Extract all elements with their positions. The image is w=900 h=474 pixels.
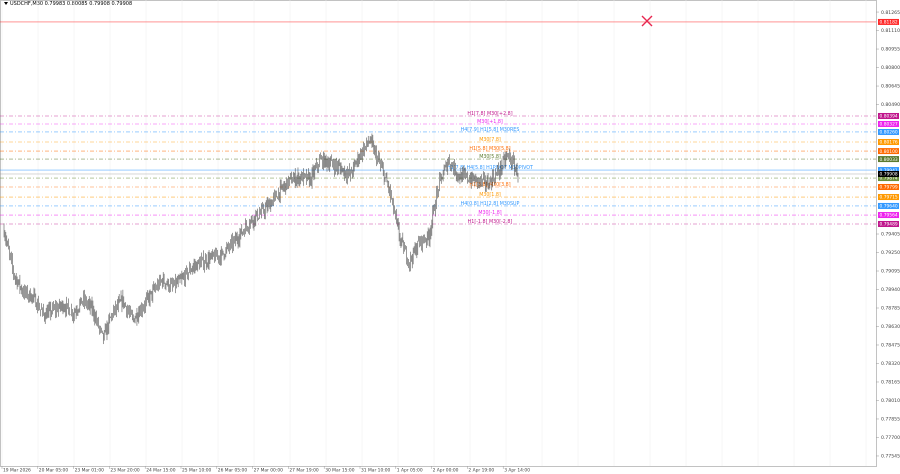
y-tick-label: 0.80955 <box>881 47 900 53</box>
price-tag-text: 0.80033 <box>880 157 898 163</box>
y-tick-label: 0.80490 <box>881 102 900 108</box>
y-tick-label: 0.79405 <box>881 232 900 238</box>
level-label: H1[7.8] M30[+2.8] <box>467 111 512 117</box>
price-tag <box>878 128 899 135</box>
y-tick-label: 0.81265 <box>881 10 900 16</box>
price-tag <box>878 183 899 190</box>
x-tick-label: 30 Mar 15:00 <box>325 468 355 474</box>
price-tag-text: 0.79640 <box>880 204 898 210</box>
x-tick-label: 24 Mar 15:00 <box>146 468 176 474</box>
x-tick-label: 2 Apr 19:00 <box>468 468 494 474</box>
y-tick-label: 0.80645 <box>881 84 900 90</box>
y-tick-label: 0.80800 <box>881 65 900 71</box>
current-price-text: 0.79908 <box>880 172 898 178</box>
price-tag-text: 0.81182 <box>880 20 898 26</box>
y-tick-label: 0.78165 <box>881 380 900 386</box>
price-tag-text: 0.79715 <box>880 195 898 201</box>
price-tag <box>878 18 899 25</box>
y-tick-label: 0.78630 <box>881 324 900 330</box>
level-label: M30[1.8] <box>479 192 501 198</box>
price-tag-text: 0.80327 <box>880 122 898 128</box>
dropdown-triangle-icon[interactable] <box>4 2 8 5</box>
level-label: H4[7.9] H1[5.8] M30RES <box>461 127 520 133</box>
y-tick-label: 0.81110 <box>881 28 900 34</box>
cross-icon[interactable] <box>641 15 653 27</box>
price-tag <box>878 112 899 119</box>
x-tick-label: 25 Mar 10:00 <box>182 468 212 474</box>
candles <box>3 133 519 345</box>
y-tick-label: 0.79250 <box>881 250 900 256</box>
price-tag <box>878 167 899 174</box>
price-tag <box>878 139 899 146</box>
x-tick-label: 3 Apr 14:00 <box>504 468 530 474</box>
y-tick-label: 0.77545 <box>881 454 900 460</box>
price-tag-text: 0.79489 <box>880 222 898 228</box>
price-tag <box>878 120 899 127</box>
y-tick-label: 0.78010 <box>881 398 900 404</box>
x-tick-label: 2 Apr 00:00 <box>433 468 459 474</box>
x-tick-label: 27 Mar 00:00 <box>254 468 284 474</box>
y-tick-label: 0.78320 <box>881 361 900 367</box>
y-tick-label: 0.77700 <box>881 435 900 441</box>
price-tag <box>878 194 899 201</box>
x-tick-label: 1 Apr 05:00 <box>397 468 423 474</box>
price-tag <box>878 175 899 182</box>
level-label: M30[5.8] <box>479 154 501 160</box>
y-tick-label: 0.78475 <box>881 343 900 349</box>
level-label: M30[7.8] <box>479 137 501 143</box>
y-tick-label: 0.78785 <box>881 306 900 312</box>
y-tick-label: 0.79095 <box>881 269 900 275</box>
level-label: M30[-1.8] <box>478 210 501 216</box>
level-label: H1[-1.8] M30[-2.8] <box>468 219 513 225</box>
price-tag-text: 0.79941 <box>880 168 898 174</box>
price-tag-text: 0.80176 <box>880 140 898 146</box>
level-label: H1[7.8] H4[5.8] H1PIVOT M30PIVOT <box>447 165 533 171</box>
x-tick-label: 23 Mar 20:00 <box>110 468 140 474</box>
price-tag-text: 0.79799 <box>880 185 898 191</box>
x-tick-label: 27 Mar 19:00 <box>289 468 319 474</box>
price-tag-text: 0.80100 <box>880 149 898 155</box>
plot-frame <box>0 0 877 467</box>
level-label: H4[0.8] H1[2.8] M30SUP <box>461 201 520 207</box>
price-tag <box>878 156 899 163</box>
price-tag <box>878 212 899 219</box>
current-price-tag <box>878 170 899 177</box>
x-tick-label: 26 Mar 05:00 <box>218 468 248 474</box>
price-tag-text: 0.80260 <box>880 130 898 136</box>
x-tick-label: 19 Mar 2026 <box>3 468 31 474</box>
level-label: H1[5.8] M30[5.8] <box>469 146 510 152</box>
y-tick-label: 0.77855 <box>881 417 900 423</box>
chart-title: USDCHF,M30 0.79983 0.80085 0.79908 0.799… <box>4 1 132 7</box>
price-tag <box>878 220 899 227</box>
price-tag-text: 0.79564 <box>880 213 898 219</box>
y-tick-label: 0.78940 <box>881 287 900 293</box>
x-tick-label: 31 Mar 10:00 <box>361 468 391 474</box>
price-tag <box>878 148 899 155</box>
x-tick-label: 20 Mar 05:00 <box>39 468 69 474</box>
x-tick-label: 23 Mar 01:00 <box>75 468 105 474</box>
price-tag-text: 0.79874 <box>880 176 898 182</box>
chart-title-text: USDCHF,M30 0.79983 0.80085 0.79908 0.799… <box>10 1 133 7</box>
price-tag <box>878 202 899 209</box>
price-tag-text: 0.80394 <box>880 114 898 120</box>
level-label: M30[+1.8] <box>477 119 503 125</box>
